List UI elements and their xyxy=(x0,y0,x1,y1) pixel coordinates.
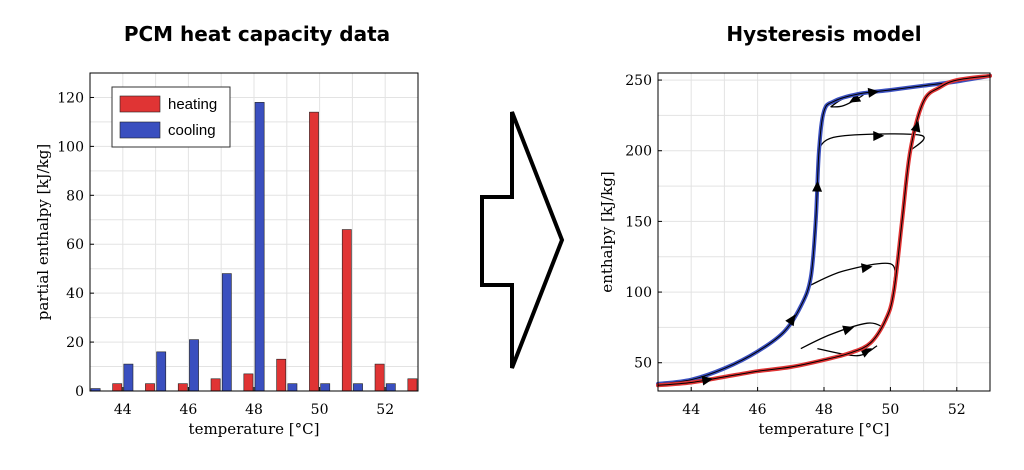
x-tick-label: 46 xyxy=(179,402,197,418)
legend-label-cooling: cooling xyxy=(168,122,216,139)
bar-cooling xyxy=(189,339,199,392)
bar-heating xyxy=(276,358,287,392)
direction-arrow-icon xyxy=(701,375,714,386)
line-chart-x-axis-label: temperature [°C] xyxy=(759,420,890,438)
direction-arrow-icon xyxy=(860,348,873,358)
direction-arrow-icon xyxy=(860,263,873,274)
x-tick-label: 46 xyxy=(749,402,767,418)
bar-heating xyxy=(309,111,319,392)
heating-curve-outline xyxy=(657,75,991,386)
x-tick-label: 44 xyxy=(114,402,132,418)
y-tick-label: 150 xyxy=(625,214,652,230)
x-tick-label: 52 xyxy=(376,402,394,418)
bar-heating xyxy=(177,383,188,392)
right-block-arrow-icon xyxy=(480,111,565,369)
direction-arrow-icon xyxy=(785,314,796,327)
bar-chart-legend: heating cooling xyxy=(111,86,231,148)
bar-chart-x-axis-label: temperature [°C] xyxy=(189,420,320,438)
bar-cooling xyxy=(353,383,363,392)
bar-cooling xyxy=(221,273,232,392)
y-tick-label: 200 xyxy=(625,144,652,160)
direction-arrow-icon xyxy=(867,87,880,98)
line-chart-title: Hysteresis model xyxy=(726,22,922,46)
line-chart-y-axis-label: enthalpy [kJ/kg] xyxy=(598,171,616,292)
direction-arrow-icon xyxy=(842,325,855,336)
legend-swatch-heating xyxy=(119,95,161,113)
y-tick-label: 100 xyxy=(625,285,652,301)
y-tick-label: 250 xyxy=(625,73,652,89)
bar-heating xyxy=(374,363,385,392)
y-tick-label: 120 xyxy=(57,90,84,106)
legend-swatch-cooling xyxy=(119,121,161,139)
bar-chart-y-axis-label: partial enthalpy [kJ/kg] xyxy=(34,144,52,320)
direction-arrow-icon xyxy=(910,120,921,133)
inner-hysteresis-loop xyxy=(810,262,896,286)
bar-chart-title: PCM heat capacity data xyxy=(123,22,391,46)
bar-cooling xyxy=(385,383,396,392)
direction-arrow-icon xyxy=(812,180,823,192)
y-tick-label: 60 xyxy=(66,237,84,253)
bar-chart-ticks: 44 46 48 50 52 0 20 40 60 80 100 120 xyxy=(57,90,394,418)
inner-hysteresis-loop xyxy=(817,345,878,357)
y-tick-label: 50 xyxy=(634,356,652,372)
x-tick-label: 50 xyxy=(311,402,329,418)
x-tick-label: 52 xyxy=(948,402,966,418)
y-tick-label: 20 xyxy=(66,335,84,351)
y-tick-label: 40 xyxy=(66,286,84,302)
direction-arrow-icon xyxy=(849,92,862,103)
y-tick-label: 0 xyxy=(75,384,84,400)
bar-heating xyxy=(407,378,418,392)
inner-hysteresis-loop xyxy=(816,133,925,152)
x-tick-label: 50 xyxy=(881,402,899,418)
bar-heating xyxy=(112,383,123,392)
direction-arrow-icon xyxy=(873,130,885,141)
line-chart-lines xyxy=(656,73,992,388)
y-tick-label: 80 xyxy=(66,188,84,204)
y-tick-label: 100 xyxy=(57,139,84,155)
bar-cooling xyxy=(287,383,298,392)
bar-heating xyxy=(210,378,221,392)
line-chart-ticks: 44 46 48 50 52 50 100 150 200 250 xyxy=(625,73,965,418)
legend-label-heating: heating xyxy=(168,96,217,113)
bar-heating xyxy=(145,383,155,392)
bar-cooling xyxy=(156,351,167,392)
bar-cooling xyxy=(320,383,331,392)
x-tick-label: 48 xyxy=(815,402,833,418)
bar-heating xyxy=(341,229,352,392)
x-tick-label: 48 xyxy=(245,402,263,418)
bar-cooling xyxy=(123,363,134,392)
bar-heating xyxy=(243,373,254,392)
bar-cooling xyxy=(254,102,265,392)
x-tick-label: 44 xyxy=(682,402,700,418)
bar-chart-bars xyxy=(90,102,418,392)
